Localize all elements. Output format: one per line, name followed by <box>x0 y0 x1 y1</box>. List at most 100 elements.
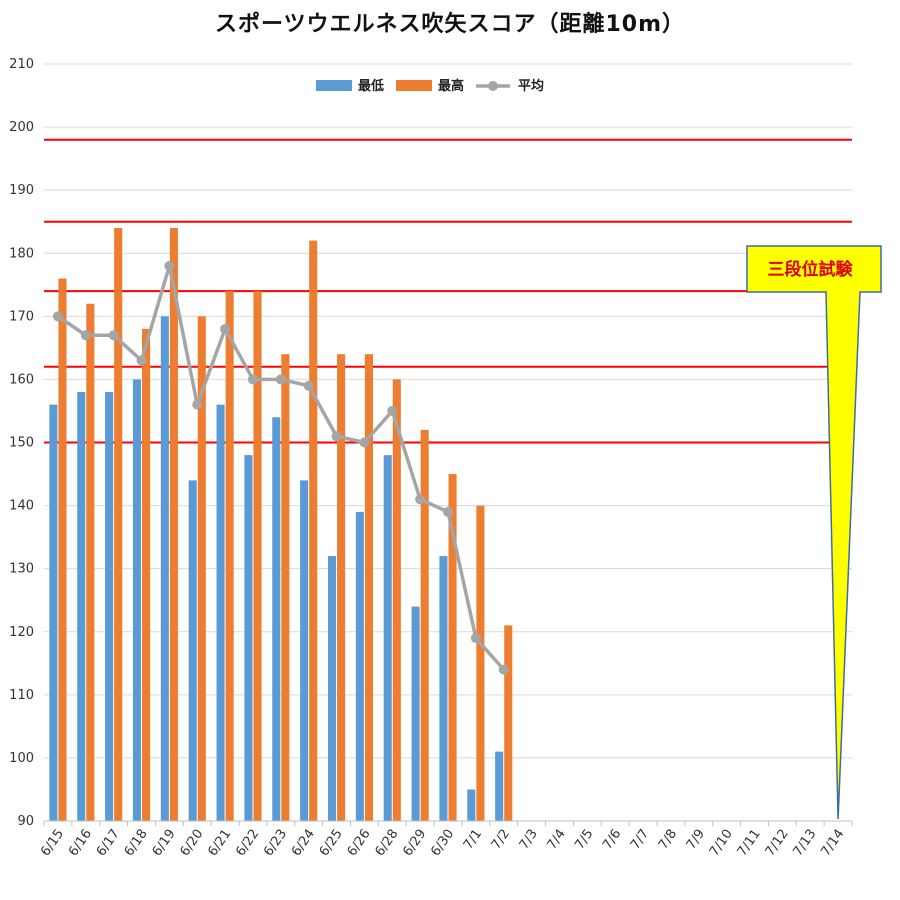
bar-max <box>337 354 346 821</box>
average-point <box>387 405 398 416</box>
bar-min <box>77 392 86 821</box>
average-point <box>164 260 175 271</box>
bar-max <box>448 474 457 821</box>
average-point <box>470 633 481 644</box>
legend-label-max: 最高 <box>438 78 464 94</box>
average-point <box>80 330 91 341</box>
average-series-line <box>56 264 506 671</box>
x-tick-label: 6/26 <box>345 827 374 860</box>
x-tick-label: 7/4 <box>544 827 568 853</box>
average-line <box>52 260 509 675</box>
average-point <box>247 374 258 385</box>
y-tick-label: 130 <box>9 562 34 577</box>
y-tick-label: 120 <box>9 625 34 640</box>
legend: 最低 最高 平均 <box>316 78 544 94</box>
bar-min <box>49 404 58 821</box>
bar-max <box>309 240 318 822</box>
y-tick-label: 170 <box>9 309 34 324</box>
x-tick-label: 7/13 <box>790 827 819 860</box>
bar-max <box>142 328 151 821</box>
bar-min <box>383 455 392 821</box>
y-tick-label: 140 <box>9 499 34 514</box>
legend-swatch-min <box>316 80 352 91</box>
reference-lines <box>44 138 852 444</box>
bar-max <box>420 429 429 821</box>
bar-max <box>504 625 513 821</box>
y-tick-label: 190 <box>9 183 34 198</box>
x-tick-label: 6/20 <box>177 827 206 860</box>
bar-max <box>169 228 178 821</box>
bar-max <box>476 505 485 821</box>
x-tick-label: 7/1 <box>461 827 485 853</box>
x-tick-label: 6/25 <box>317 827 346 860</box>
x-tick-label: 6/30 <box>428 827 457 860</box>
average-point <box>275 374 286 385</box>
bar-min <box>216 404 225 821</box>
bars <box>49 228 513 822</box>
x-tick-label: 7/3 <box>517 827 541 853</box>
x-tick-label: 7/11 <box>735 827 764 860</box>
average-point <box>136 355 147 366</box>
x-tick-label: 6/17 <box>94 827 123 860</box>
x-tick-label: 7/6 <box>600 827 624 853</box>
x-tick-label: 6/15 <box>38 827 67 860</box>
y-tick-label: 100 <box>9 751 34 766</box>
x-tick-label: 6/28 <box>373 827 402 860</box>
y-tick-label: 210 <box>9 57 34 72</box>
callout: 三段位試験 <box>746 245 882 820</box>
bar-min <box>495 751 504 821</box>
average-point <box>220 323 231 334</box>
average-point <box>52 311 63 322</box>
bar-min <box>188 480 197 821</box>
average-point <box>498 664 509 675</box>
x-tick-label: 6/18 <box>122 827 151 860</box>
bar-min <box>439 556 448 821</box>
legend-label-avg: 平均 <box>518 78 544 94</box>
callout-text: 三段位試験 <box>768 259 854 280</box>
bar-min <box>105 392 114 821</box>
y-tick-label: 110 <box>9 688 34 703</box>
bar-max <box>86 303 95 821</box>
bar-min <box>355 511 364 821</box>
average-point <box>359 437 370 448</box>
bar-max <box>364 354 373 821</box>
x-tick-label: 6/29 <box>400 827 429 860</box>
average-point <box>303 380 314 391</box>
x-tick-label: 6/21 <box>205 827 234 860</box>
bar-min <box>467 789 476 821</box>
x-tick-label: 7/8 <box>656 827 680 853</box>
x-tick-label: 7/10 <box>707 827 736 860</box>
average-point <box>108 330 119 341</box>
y-tick-label: 180 <box>9 246 34 261</box>
callout-box <box>746 245 882 820</box>
bar-max <box>253 291 262 822</box>
bar-min <box>272 417 281 821</box>
bar-max <box>281 354 290 821</box>
x-tick-label: 6/24 <box>289 827 318 860</box>
bar-min <box>300 480 309 821</box>
x-tick-label: 6/16 <box>66 827 95 860</box>
y-tick-label: 90 <box>17 814 34 829</box>
legend-swatch-max <box>396 80 432 91</box>
x-tick-label: 7/9 <box>684 827 708 853</box>
chart-title: スポーツウエルネス吹矢スコア（距離10m） <box>214 12 686 37</box>
x-tick-label: 7/12 <box>763 827 792 860</box>
x-tick-label: 6/19 <box>150 827 179 860</box>
average-point <box>415 494 426 505</box>
bar-max <box>392 379 401 821</box>
bar-min <box>160 316 169 821</box>
average-point <box>443 506 453 517</box>
y-tick-label: 160 <box>9 372 34 387</box>
x-tick-label: 7/7 <box>628 827 652 853</box>
x-tick-label: 6/23 <box>261 827 290 860</box>
legend-marker-avg <box>488 81 498 91</box>
bar-min <box>411 606 420 821</box>
bar-max <box>58 278 67 821</box>
bar-max <box>114 228 123 821</box>
bar-min <box>132 379 142 821</box>
x-tick-label: 6/22 <box>233 827 262 860</box>
x-tick-label: 7/14 <box>818 827 847 860</box>
y-tick-label: 150 <box>9 436 34 451</box>
bar-max <box>225 291 234 822</box>
